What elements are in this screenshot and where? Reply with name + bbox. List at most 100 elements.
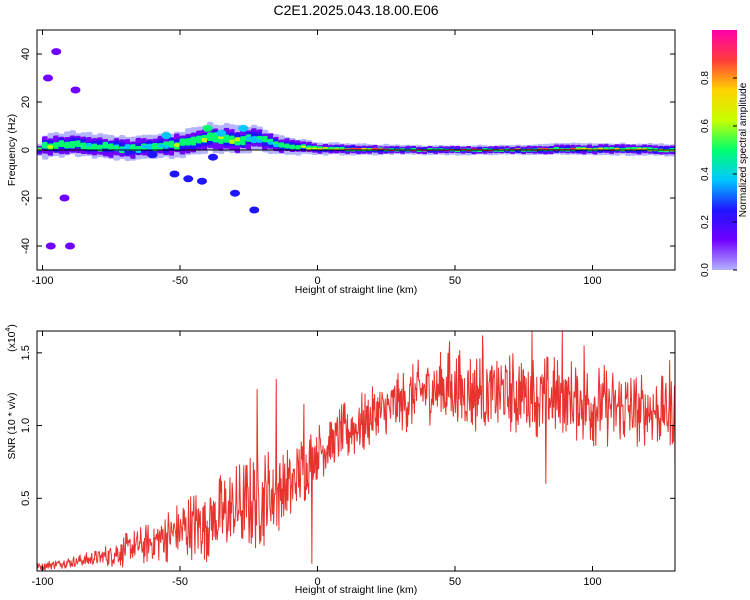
heatmap-cell <box>542 147 549 150</box>
heatmap-cell <box>47 145 54 149</box>
x-tick-label: 100 <box>583 576 601 588</box>
heatmap-cell <box>355 147 362 150</box>
colorbar-gradient <box>712 30 737 270</box>
heatmap-blob <box>51 48 62 56</box>
x-tick-label: 0 <box>314 576 320 588</box>
heatmap-cell <box>284 144 291 147</box>
heatmap-cell <box>102 145 109 149</box>
snr-x-ticks: -100 -50 0 50 100 <box>31 331 602 588</box>
heatmap-cell <box>86 143 93 147</box>
colorbar-tick-label: 0.8 <box>700 71 711 85</box>
heatmap-cell <box>245 136 252 141</box>
heatmap-blob <box>208 153 218 161</box>
heatmap-cell <box>113 145 120 150</box>
spectrogram-y-axis-label: Frequency (Hz) <box>6 114 18 186</box>
heatmap-cell <box>53 142 60 147</box>
heatmap-blob <box>161 132 172 140</box>
x-tick-label: -100 <box>31 576 53 588</box>
snr-x-axis-label: Height of straight line (km) <box>295 584 418 596</box>
x-tick-label: 100 <box>583 275 601 287</box>
x-tick-label: 50 <box>449 576 461 588</box>
heatmap-blob <box>147 151 158 159</box>
y-tick-label: 1.5 <box>20 345 32 360</box>
spectrogram-x-axis-label: Height of straight line (km) <box>295 284 418 296</box>
heatmap-cell <box>91 144 98 148</box>
figure-title: C2E1.2025.043.18.00.E06 <box>273 2 438 18</box>
colorbar-tick-label: 0.2 <box>700 215 711 229</box>
colorbar-tick-label: 0.4 <box>700 167 711 181</box>
heatmap-cell <box>196 137 203 142</box>
snr-series-line <box>37 331 675 571</box>
heatmap-cell <box>295 146 302 150</box>
y-tick-label: 1.0 <box>20 418 32 433</box>
heatmap-cell <box>152 143 159 147</box>
heatmap-cell <box>289 145 296 149</box>
heatmap-cell <box>311 147 318 150</box>
heatmap-cell <box>377 148 384 150</box>
heatmap-blob <box>43 74 53 82</box>
heatmap-blob <box>183 175 194 183</box>
heatmap-cell <box>80 143 87 147</box>
heatmap-blob <box>59 194 70 202</box>
heatmap-cell <box>42 143 49 148</box>
heatmap-cell <box>108 144 115 148</box>
heatmap-cell <box>575 148 582 150</box>
heatmap-cell <box>361 147 368 150</box>
heatmap-blob <box>197 177 207 185</box>
heatmap-cell <box>273 141 280 145</box>
colorbar-tick-label: 0.6 <box>700 119 711 133</box>
heatmap-cell <box>201 138 208 142</box>
x-tick-label: -50 <box>172 275 188 287</box>
heatmap-cell <box>537 148 544 150</box>
heatmap-blob <box>230 189 240 197</box>
heatmap-blob <box>249 206 260 214</box>
y-tick-label: 40 <box>20 48 32 60</box>
heatmap-cell <box>322 147 329 149</box>
heatmap-cell <box>135 146 142 150</box>
heatmap-blob <box>238 124 249 132</box>
heatmap-cell <box>223 135 230 140</box>
heatmap-cell <box>372 147 379 150</box>
heatmap-cell <box>146 144 153 148</box>
x-tick-label: 50 <box>449 275 461 287</box>
snr-plot-background <box>37 331 675 571</box>
heatmap-blob <box>169 170 180 178</box>
heatmap-cell <box>229 139 236 144</box>
y-tick-label: 0.5 <box>20 491 32 506</box>
heatmap-cell <box>597 147 604 150</box>
heatmap-cell <box>97 144 104 149</box>
heatmap-cell <box>240 136 247 141</box>
heatmap-cell <box>212 138 219 143</box>
colorbar: 0.0 0.2 0.4 0.6 0.8 Normalized spectral ampl… <box>700 30 749 277</box>
heatmap-cell <box>168 143 175 148</box>
colorbar-label: Normalized spectral amplitude <box>738 82 749 217</box>
heatmap-blob <box>70 86 81 94</box>
heatmap-cell <box>179 141 186 145</box>
heatmap-cell <box>570 147 577 150</box>
heatmap-cell <box>75 142 82 146</box>
heatmap-cell <box>58 143 65 147</box>
snr-y-ticks: 0.5 1.0 1.5 <box>20 345 675 506</box>
snr-panel: -100 -50 0 50 100 0.5 1.0 1.5 Height of straig… <box>5 324 676 596</box>
heatmap-cell <box>141 145 148 149</box>
spectrogram-heatmap <box>37 48 675 250</box>
heatmap-cell <box>267 141 274 145</box>
heatmap-cell <box>64 143 71 147</box>
x-tick-label: -50 <box>172 576 188 588</box>
heatmap-cell <box>256 135 263 140</box>
heatmap-cell <box>163 145 170 149</box>
heatmap-cell <box>350 147 357 150</box>
spectrogram-y-ticks: -40 -20 0 20 40 <box>20 48 675 254</box>
y-tick-label: -40 <box>20 238 32 254</box>
snr-y-multiplier: (x104) <box>5 324 18 352</box>
heatmap-cell <box>306 147 313 150</box>
snr-frame <box>36 330 676 572</box>
heatmap-cell <box>207 136 214 142</box>
heatmap-blob <box>65 242 75 250</box>
heatmap-cell <box>614 147 621 150</box>
heatmap-cell <box>262 138 269 142</box>
heatmap-cell <box>124 146 131 150</box>
heatmap-cell <box>251 138 258 142</box>
spectrogram-panel: -100 -50 0 50 100 -40 -20 0 20 40 Height of stra… <box>6 29 676 296</box>
